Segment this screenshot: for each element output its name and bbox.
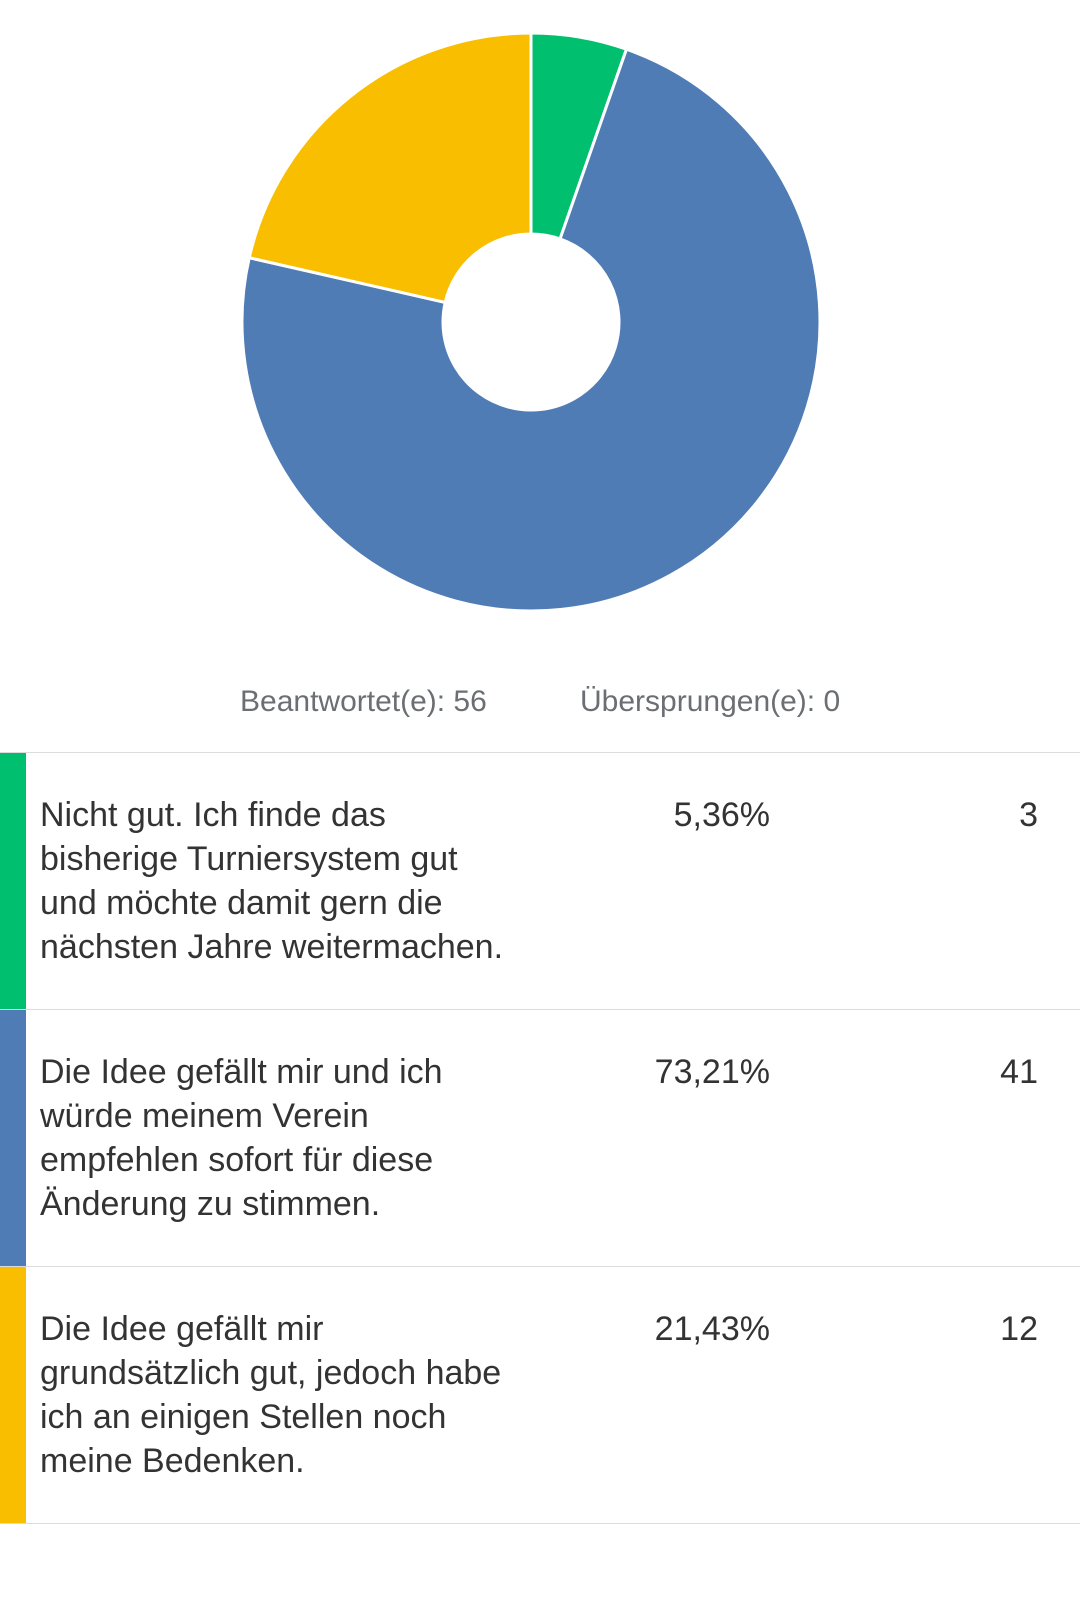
answer-row: Die Idee gefällt mir grundsätzlich gut, … [0,1267,1080,1524]
answer-row: Nicht gut. Ich finde das bisherige Turni… [0,753,1080,1010]
answer-percent: 21,43% [654,1310,770,1348]
answer-color-swatch [0,1010,26,1266]
donut-chart [240,31,822,613]
response-stats: Beantwortet(e): 56 Übersprungen(e): 0 [0,685,1080,735]
answer-percent: 73,21% [654,1053,770,1091]
answer-label: Die Idee gefällt mir und ich würde meine… [40,1053,443,1223]
answer-count: 41 [1000,1053,1038,1091]
answered-count: Beantwortet(e): 56 [240,685,487,718]
answer-count: 12 [1000,1310,1038,1348]
answer-row: Die Idee gefällt mir und ich würde meine… [0,1010,1080,1267]
answer-percent: 5,36% [673,796,770,834]
skipped-count: Übersprungen(e): 0 [580,685,841,718]
donut-slice [240,47,822,613]
answer-label: Nicht gut. Ich finde das bisherige Turni… [40,796,504,966]
answer-count: 3 [1019,796,1038,834]
answer-color-swatch [0,753,26,1009]
answer-label: Die Idee gefällt mir grundsätzlich gut, … [40,1310,502,1480]
answer-color-swatch [0,1267,26,1523]
answer-table: Nicht gut. Ich finde das bisherige Turni… [0,752,1080,1524]
donut-slice [247,31,533,305]
